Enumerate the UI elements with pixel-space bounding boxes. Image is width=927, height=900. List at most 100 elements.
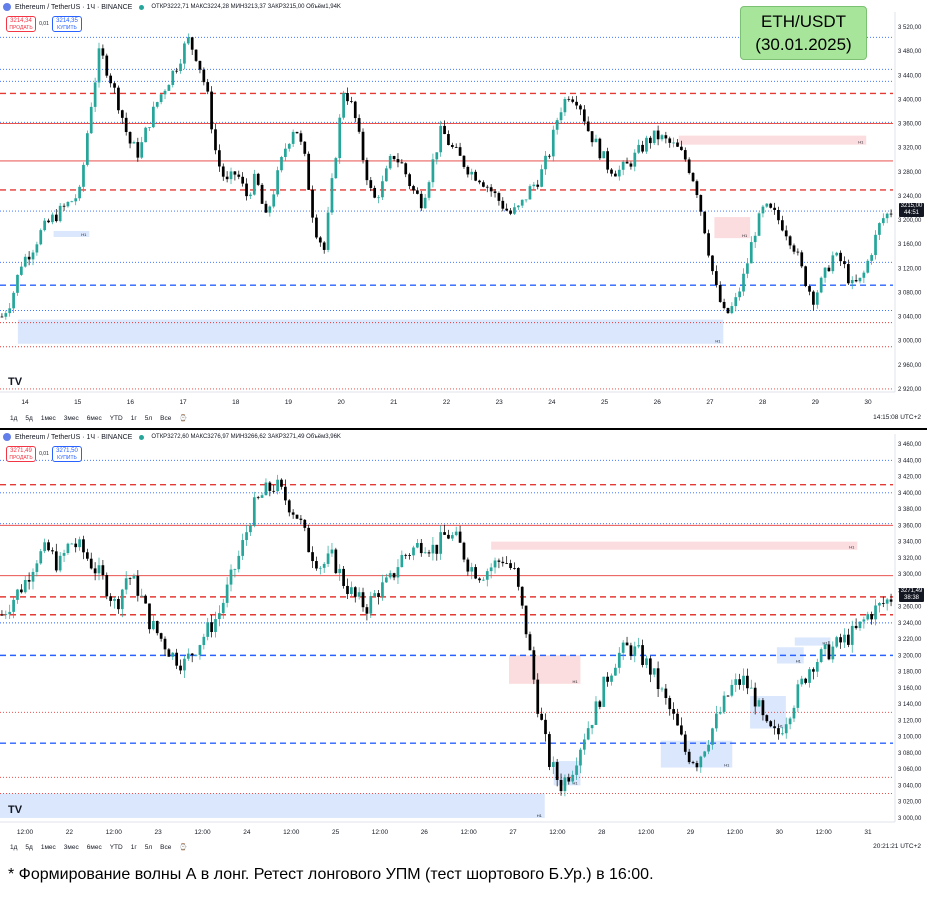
candle-body (738, 291, 741, 298)
last-price-tag: 3271,49 38:38 (899, 588, 924, 602)
candle-body (89, 558, 93, 569)
candle-body (784, 724, 788, 734)
range-button-5[interactable]: YTD (109, 414, 123, 422)
candle-body (136, 575, 140, 596)
range-button-7[interactable]: 5л (144, 843, 153, 851)
candle-body (276, 479, 279, 492)
chart-panel-top[interactable]: 3 520,00 3 480,00 3 440,00 3 400,00 3 360,00… (0, 0, 927, 428)
candle-body (291, 131, 295, 144)
calendar-icon[interactable]: ⌚ (179, 415, 188, 422)
candle-body (874, 605, 877, 620)
candle-body (784, 230, 788, 237)
candle-body (12, 599, 15, 612)
sell-button[interactable]: 3271,49 ПРОДАТЬ (6, 446, 36, 462)
range-button-3[interactable]: 3мес (63, 414, 79, 422)
candle-body (621, 642, 625, 653)
candle-body (233, 569, 237, 571)
candlestick-chart-top[interactable]: 3 520,00 3 480,00 3 440,00 3 400,00 3 360,00… (0, 0, 927, 428)
tradingview-logo-icon[interactable]: TV (8, 376, 23, 388)
y-tick-label: 3 080,00 (898, 290, 922, 296)
spread-value: 0,01 (39, 451, 49, 457)
candle-body (388, 573, 392, 578)
candle-body (559, 779, 563, 792)
sell-button[interactable]: 3214,34 ПРОДАТЬ (6, 16, 36, 32)
candle-body (8, 308, 12, 314)
range-button-0[interactable]: 1д (10, 414, 18, 422)
candle-body (769, 203, 773, 208)
caption-text: * Формирование волны А в лонг. Ретест ло… (8, 866, 654, 883)
candle-body (186, 37, 190, 44)
candle-body (602, 676, 606, 707)
zone-rect (17, 319, 724, 344)
x-tick-label: 17 (179, 399, 187, 406)
candle-body (132, 142, 136, 144)
candle-body (590, 131, 594, 143)
range-button-6[interactable]: 1г (130, 843, 137, 851)
range-button-5[interactable]: YTD (109, 843, 123, 851)
candle-body (524, 605, 528, 635)
candle-body (47, 220, 50, 223)
candle-body (800, 678, 804, 685)
range-button-1[interactable]: 5д (25, 843, 33, 851)
buy-button[interactable]: 3271,50 КУПИТЬ (52, 446, 82, 462)
tradingview-logo-icon[interactable]: TV (8, 804, 23, 816)
candle-body (190, 653, 194, 656)
candle-body (870, 614, 874, 620)
range-button-3[interactable]: 3мес (63, 843, 79, 851)
candle-body (330, 549, 334, 554)
range-button-8[interactable]: Все (160, 843, 172, 851)
x-tick-label: 29 (812, 399, 820, 406)
candle-body (237, 174, 241, 177)
candle-body (140, 142, 144, 158)
candle-body (796, 251, 800, 253)
candle-body (221, 602, 225, 614)
candle-body (225, 176, 229, 180)
range-button-0[interactable]: 1д (10, 843, 18, 851)
buy-button[interactable]: 3214,35 КУПИТЬ (52, 16, 82, 32)
candle-body (734, 297, 738, 307)
candle-body (699, 195, 703, 212)
range-button-6[interactable]: 1г (130, 414, 137, 422)
candle-body (210, 91, 213, 130)
candle-body (474, 171, 477, 181)
candle-body (707, 233, 710, 256)
range-button-8[interactable]: Все (160, 414, 172, 422)
candle-body (186, 653, 190, 659)
range-button-4[interactable]: 6мес (86, 843, 102, 851)
candle-body (70, 543, 74, 545)
candle-body (280, 479, 283, 487)
candle-body (396, 159, 400, 163)
chart-panel-bottom[interactable]: 3 460,00 3 440,00 3 420,00 3 400,00 3 380,00… (0, 430, 927, 857)
x-tick-label: 22 (66, 829, 74, 836)
range-button-1[interactable]: 5д (25, 414, 33, 422)
y-tick-label: 3 200,00 (898, 653, 922, 659)
range-button-7[interactable]: 5л (144, 414, 153, 422)
x-tick-label: 19 (285, 399, 293, 406)
candle-body (590, 724, 594, 729)
candle-body (353, 587, 357, 597)
candle-body (140, 595, 144, 597)
candlestick-chart-bottom[interactable]: 3 460,00 3 440,00 3 420,00 3 400,00 3 380,00… (0, 430, 927, 857)
y-tick-label: 2 960,00 (898, 363, 922, 369)
candle-body (641, 645, 644, 665)
y-tick-label: 3 240,00 (898, 621, 922, 627)
candle-body (567, 777, 571, 782)
range-button-2[interactable]: 1мес (40, 843, 56, 851)
candle-body (198, 645, 202, 655)
y-tick-label: 3 440,00 (898, 458, 922, 464)
candle-body (843, 634, 846, 643)
calendar-icon[interactable]: ⌚ (179, 844, 188, 851)
candle-body (862, 272, 866, 278)
candle-body (334, 158, 338, 179)
y-tick-label: 3 300,00 (898, 572, 922, 578)
candle-body (610, 169, 613, 174)
candle-body (516, 205, 520, 208)
ethereum-logo-icon (3, 433, 11, 441)
range-button-2[interactable]: 1мес (40, 414, 56, 422)
candle-body (598, 138, 602, 159)
range-button-4[interactable]: 6мес (86, 414, 102, 422)
candle-body (672, 709, 675, 714)
candle-body (148, 127, 151, 128)
candle-body (62, 553, 66, 556)
candle-body (120, 589, 124, 610)
